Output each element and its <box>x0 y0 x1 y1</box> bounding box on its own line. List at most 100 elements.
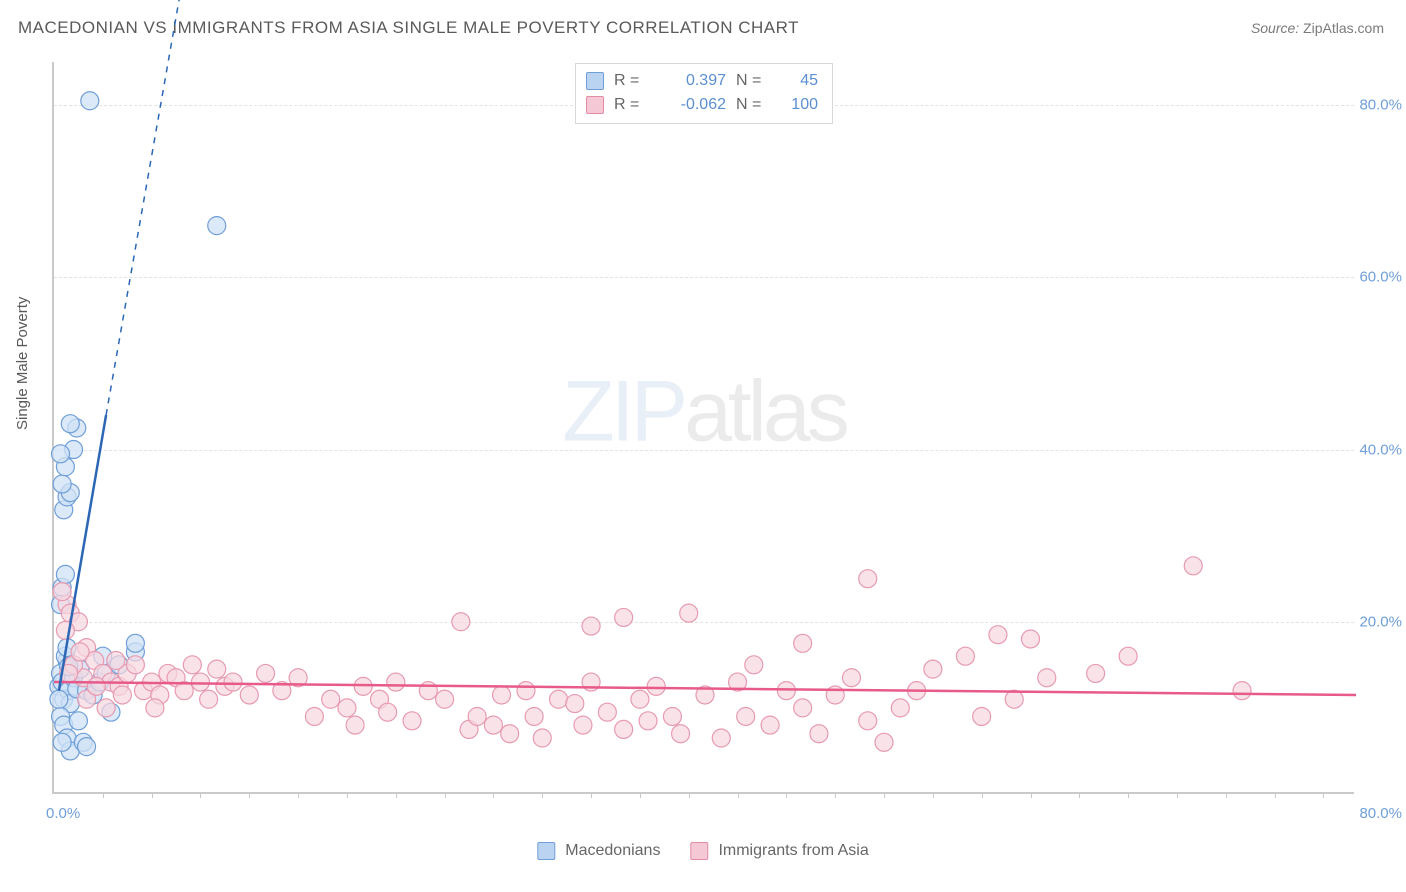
scatter-point-series-1 <box>631 690 649 708</box>
x-tick-mark <box>835 792 836 798</box>
scatter-point-series-1 <box>87 677 105 695</box>
stats-legend: R = 0.397 N = 45 R = -0.062 N = 100 <box>575 63 833 124</box>
scatter-point-series-1 <box>97 699 115 717</box>
scatter-point-series-0 <box>53 475 71 493</box>
scatter-point-series-1 <box>1005 690 1023 708</box>
stat-r-value-1: -0.062 <box>658 93 726 117</box>
bottom-legend: Macedonians Immigrants from Asia <box>537 842 868 860</box>
scatter-point-series-1 <box>672 725 690 743</box>
x-tick-mark <box>347 792 348 798</box>
scatter-point-series-1 <box>200 690 218 708</box>
y-axis-label: Single Male Poverty <box>14 297 31 430</box>
scatter-point-series-1 <box>639 712 657 730</box>
scatter-point-series-0 <box>208 217 226 235</box>
scatter-point-series-1 <box>484 716 502 734</box>
legend-item-0: Macedonians <box>537 842 660 860</box>
scatter-point-series-1 <box>615 608 633 626</box>
scatter-point-series-1 <box>875 733 893 751</box>
stats-row-series-0: R = 0.397 N = 45 <box>586 69 818 93</box>
scatter-point-series-1 <box>550 690 568 708</box>
scatter-point-series-0 <box>53 733 71 751</box>
scatter-point-series-1 <box>956 647 974 665</box>
x-tick-mark <box>786 792 787 798</box>
x-tick-mark <box>1275 792 1276 798</box>
scatter-point-series-1 <box>107 652 125 670</box>
scatter-point-series-1 <box>71 643 89 661</box>
x-tick-mark <box>933 792 934 798</box>
x-tick-mark <box>493 792 494 798</box>
source-attribution: Source: ZipAtlas.com <box>1251 20 1384 36</box>
scatter-point-series-1 <box>647 677 665 695</box>
plot-area: ZIPatlas 20.0%40.0%60.0%80.0% R = 0.397 … <box>52 62 1354 794</box>
scatter-point-series-1 <box>989 626 1007 644</box>
x-tick-mark <box>200 792 201 798</box>
scatter-point-series-0 <box>56 565 74 583</box>
x-tick-mark <box>445 792 446 798</box>
scatter-point-series-1 <box>305 707 323 725</box>
scatter-point-series-1 <box>240 686 258 704</box>
chart-title: MACEDONIAN VS IMMIGRANTS FROM ASIA SINGL… <box>18 18 799 38</box>
x-axis-max-label: 80.0% <box>1359 805 1402 822</box>
x-tick-mark <box>738 792 739 798</box>
scatter-point-series-1 <box>566 695 584 713</box>
x-tick-mark <box>396 792 397 798</box>
scatter-point-series-1 <box>183 656 201 674</box>
scatter-point-series-1 <box>1119 647 1137 665</box>
scatter-point-series-1 <box>1087 664 1105 682</box>
scatter-point-series-1 <box>525 707 543 725</box>
scatter-point-series-1 <box>403 712 421 730</box>
scatter-point-series-0 <box>126 634 144 652</box>
stat-r-value-0: 0.397 <box>658 69 726 93</box>
stat-r-label: R = <box>614 69 648 93</box>
x-tick-mark <box>1128 792 1129 798</box>
x-tick-mark <box>640 792 641 798</box>
scatter-point-series-1 <box>615 720 633 738</box>
trend-line-series-0-dashed <box>106 0 236 415</box>
scatter-point-series-1 <box>379 703 397 721</box>
scatter-point-series-1 <box>574 716 592 734</box>
scatter-point-series-1 <box>452 613 470 631</box>
scatter-point-series-1 <box>924 660 942 678</box>
stats-row-series-1: R = -0.062 N = 100 <box>586 93 818 117</box>
scatter-point-series-1 <box>322 690 340 708</box>
scatter-point-series-1 <box>113 686 131 704</box>
stat-r-label: R = <box>614 93 648 117</box>
scatter-point-series-1 <box>663 707 681 725</box>
scatter-point-series-1 <box>208 660 226 678</box>
x-tick-mark <box>982 792 983 798</box>
scatter-point-series-1 <box>493 686 511 704</box>
x-tick-mark <box>1226 792 1227 798</box>
scatter-point-series-0 <box>61 415 79 433</box>
x-tick-mark <box>542 792 543 798</box>
scatter-point-series-1 <box>1038 669 1056 687</box>
legend-swatch-series-0 <box>586 72 604 90</box>
scatter-point-series-1 <box>191 673 209 691</box>
scatter-point-series-1 <box>761 716 779 734</box>
scatter-point-series-1 <box>973 707 991 725</box>
x-axis-min-label: 0.0% <box>46 805 80 822</box>
scatter-point-series-1 <box>794 634 812 652</box>
scatter-point-series-0 <box>50 690 68 708</box>
stat-n-label: N = <box>736 69 770 93</box>
legend-label-1: Immigrants from Asia <box>718 842 868 860</box>
y-tick-label: 60.0% <box>1359 269 1402 286</box>
stat-n-value-0: 45 <box>780 69 818 93</box>
scatter-point-series-0 <box>52 445 70 463</box>
scatter-point-series-1 <box>891 699 909 717</box>
scatter-point-series-1 <box>338 699 356 717</box>
x-tick-mark <box>1079 792 1080 798</box>
source-label: Source: <box>1251 20 1299 36</box>
legend-label-0: Macedonians <box>565 842 660 860</box>
scatter-point-series-1 <box>737 707 755 725</box>
y-tick-label: 40.0% <box>1359 441 1402 458</box>
scatter-point-series-1 <box>1022 630 1040 648</box>
scatter-point-series-1 <box>680 604 698 622</box>
scatter-point-series-1 <box>346 716 364 734</box>
scatter-point-series-1 <box>794 699 812 717</box>
scatter-point-series-1 <box>582 617 600 635</box>
scatter-point-series-1 <box>146 699 164 717</box>
x-tick-mark <box>1323 792 1324 798</box>
scatter-point-series-1 <box>126 656 144 674</box>
scatter-point-series-1 <box>598 703 616 721</box>
scatter-point-series-1 <box>468 707 486 725</box>
